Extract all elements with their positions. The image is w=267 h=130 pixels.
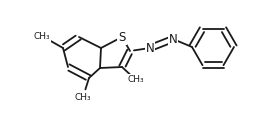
Text: N: N <box>169 32 177 46</box>
Text: CH₃: CH₃ <box>34 31 50 41</box>
Text: S: S <box>118 31 126 44</box>
Text: N: N <box>146 41 154 54</box>
Text: CH₃: CH₃ <box>75 93 91 102</box>
Text: CH₃: CH₃ <box>128 76 144 85</box>
